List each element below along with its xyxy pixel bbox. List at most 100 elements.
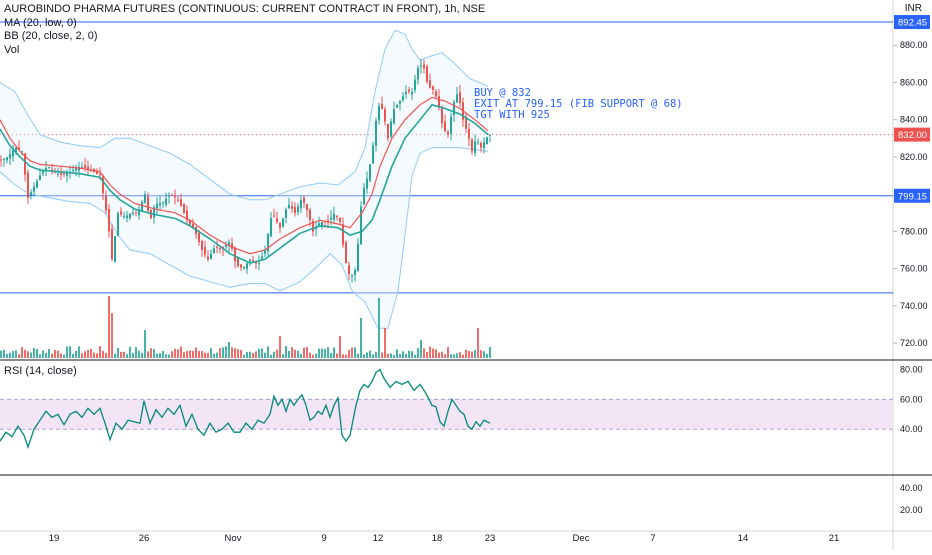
candle-body [162, 202, 164, 204]
volume-bar [294, 349, 296, 358]
ma-indicator-label[interactable]: MA (20, low, 0) [4, 16, 77, 29]
lower-pane-tick-label: 40.00 [900, 483, 923, 493]
candle-body [297, 206, 299, 212]
candle-body [3, 158, 5, 161]
candle-body [360, 206, 362, 245]
volume-bar [120, 351, 122, 358]
lower-pane-tick-label: 20.00 [900, 505, 923, 515]
candle-body [21, 151, 23, 153]
candle-body [258, 262, 260, 264]
bb-indicator-label[interactable]: BB (20, close, 2, 0) [4, 30, 98, 42]
volume-bar [138, 350, 140, 358]
volume-bar [474, 350, 476, 358]
price-axis-badge-label: 892.45 [898, 18, 927, 29]
candle-body [393, 109, 395, 124]
candle-body [219, 248, 221, 250]
candle-body [24, 153, 26, 175]
volume-bar [468, 351, 470, 358]
volume-bar [477, 328, 479, 358]
volume-bar [108, 296, 110, 358]
candle-body [279, 223, 281, 228]
rsi-indicator-label[interactable]: RSI (14, close) [4, 365, 77, 377]
volume-bar [258, 348, 260, 358]
candle-body [351, 274, 353, 277]
candle-body [210, 253, 212, 260]
candle-body [6, 157, 8, 161]
candle-body [312, 221, 314, 232]
candle-body [465, 117, 467, 129]
candle-body [42, 170, 44, 174]
volume-bar [324, 349, 326, 358]
candle-body [39, 175, 41, 181]
volume-bar [102, 350, 104, 358]
volume-bar [24, 349, 26, 358]
candle-body [414, 79, 416, 91]
time-tick-label: 9 [321, 533, 326, 544]
bollinger-upper-line [0, 29, 489, 201]
volume-bar [150, 348, 152, 358]
candle-body [111, 228, 113, 260]
volume-bar [276, 349, 278, 358]
volume-bar [270, 354, 272, 358]
candle-body [438, 96, 440, 107]
rsi-tick-label: 40.00 [900, 424, 923, 434]
volume-bar [300, 353, 302, 358]
candle-body [315, 227, 317, 230]
candle-body [471, 139, 473, 152]
candle-body [306, 204, 308, 211]
volume-bar [21, 347, 23, 358]
candle-body [207, 256, 209, 260]
currency-label[interactable]: INR [905, 3, 922, 14]
price-tick-label: 840.00 [900, 115, 928, 125]
volume-bar [51, 353, 53, 358]
candle-body [213, 248, 215, 254]
candle-body [417, 67, 419, 80]
candle-body [321, 222, 323, 226]
volume-bar [153, 349, 155, 358]
volume-bar [105, 352, 107, 358]
volume-bar [39, 354, 41, 358]
volume-bar [225, 346, 227, 358]
currency-text: INR [904, 3, 922, 14]
price-axis-badge-label: 832.00 [898, 130, 927, 141]
trade-annotation: BUY @ 832 EXIT AT 799.15 (FIB SUPPORT @ … [474, 88, 683, 121]
volume-bar [114, 353, 116, 358]
volume-bar [141, 352, 143, 358]
candle-body [171, 195, 173, 197]
candle-body [435, 91, 437, 97]
candle-body [411, 91, 413, 95]
candle-body [483, 142, 485, 148]
symbol-title[interactable]: AUROBINDO PHARMA FUTURES (CONTINUOUS: CU… [4, 3, 486, 15]
volume-indicator-label[interactable]: Vol [4, 43, 20, 56]
candle-body [234, 248, 236, 261]
price-tick-label: 740.00 [900, 301, 928, 311]
candle-body [333, 213, 335, 220]
candle-body [327, 220, 329, 222]
volume-bar [465, 349, 467, 358]
candle-body [384, 108, 386, 122]
volume-bar [414, 354, 416, 358]
volume-bar [87, 350, 89, 358]
volume-bar [63, 354, 65, 358]
candle-body [477, 142, 479, 144]
volume-bar [33, 347, 35, 358]
volume-bar [45, 352, 47, 358]
candle-body [447, 131, 449, 135]
candle-body [366, 178, 368, 189]
candle-body [114, 236, 116, 262]
candle-body [354, 270, 356, 276]
volume-bar [483, 351, 485, 358]
candle-body [396, 105, 398, 108]
candle-body [153, 207, 155, 218]
candle-body [336, 216, 338, 218]
volume-bar [168, 354, 170, 358]
candle-body [270, 218, 272, 237]
candle-body [390, 121, 392, 137]
time-tick-label: 12 [373, 533, 384, 544]
candle-body [216, 246, 218, 248]
candle-body [105, 195, 107, 211]
time-tick-label: 19 [49, 533, 60, 544]
candle-body [249, 259, 251, 262]
